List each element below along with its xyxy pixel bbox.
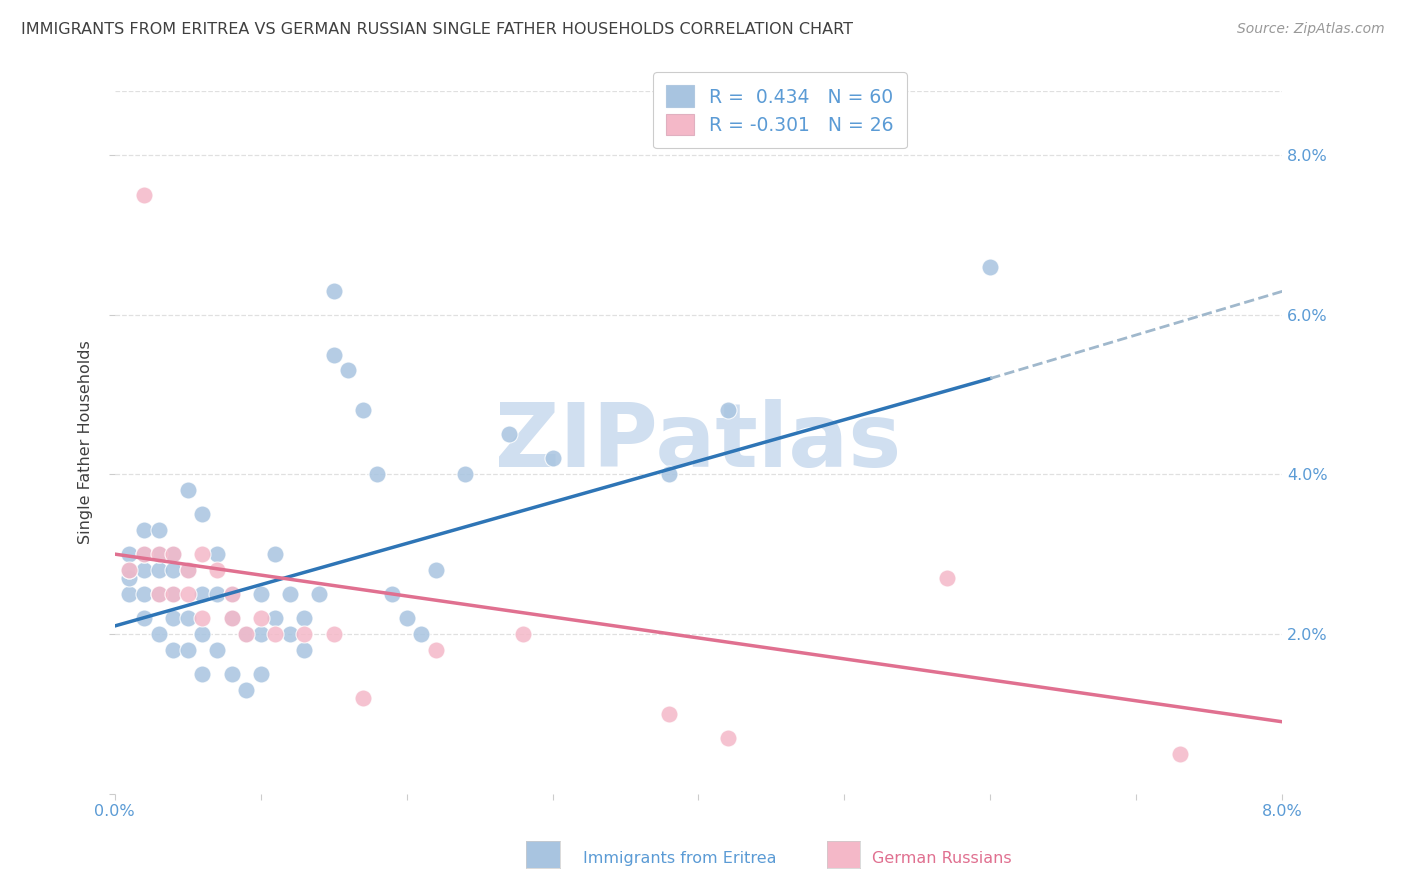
Point xyxy=(118,547,141,561)
Point xyxy=(249,627,271,641)
Point xyxy=(337,363,360,377)
Point xyxy=(132,611,155,625)
Point xyxy=(235,627,257,641)
Text: ZIPatlas: ZIPatlas xyxy=(495,399,901,486)
Point xyxy=(148,547,170,561)
Point xyxy=(191,587,214,601)
Point xyxy=(162,587,184,601)
Text: IMMIGRANTS FROM ERITREA VS GERMAN RUSSIAN SINGLE FATHER HOUSEHOLDS CORRELATION C: IMMIGRANTS FROM ERITREA VS GERMAN RUSSIA… xyxy=(21,22,853,37)
Point xyxy=(425,643,447,657)
Point xyxy=(264,627,287,641)
Point xyxy=(162,643,184,657)
Point xyxy=(249,587,271,601)
Y-axis label: Single Father Households: Single Father Households xyxy=(79,341,93,544)
Point xyxy=(205,563,228,577)
Point xyxy=(118,587,141,601)
Point xyxy=(454,467,477,482)
Point xyxy=(177,587,200,601)
Text: Source: ZipAtlas.com: Source: ZipAtlas.com xyxy=(1237,22,1385,37)
Point xyxy=(221,666,243,681)
Point xyxy=(148,587,170,601)
Text: Immigrants from Eritrea: Immigrants from Eritrea xyxy=(583,851,778,865)
Point xyxy=(162,547,184,561)
Point xyxy=(658,467,681,482)
Point xyxy=(162,611,184,625)
Point xyxy=(235,682,257,697)
Point xyxy=(177,563,200,577)
Point xyxy=(132,547,155,561)
Point xyxy=(132,563,155,577)
Point xyxy=(322,347,344,361)
Point xyxy=(162,547,184,561)
Point xyxy=(352,403,374,417)
Point xyxy=(425,563,447,577)
Point xyxy=(148,563,170,577)
Point xyxy=(395,611,418,625)
Point xyxy=(264,547,287,561)
Point xyxy=(148,523,170,537)
Point xyxy=(979,260,1001,274)
Point xyxy=(205,587,228,601)
Point xyxy=(249,666,271,681)
Point xyxy=(191,611,214,625)
Point xyxy=(118,563,141,577)
Point xyxy=(191,627,214,641)
Point xyxy=(132,547,155,561)
Point xyxy=(512,627,534,641)
Point xyxy=(148,627,170,641)
Point xyxy=(278,587,301,601)
Point xyxy=(191,507,214,521)
Point xyxy=(717,731,740,745)
Point xyxy=(541,451,564,466)
Point xyxy=(381,587,404,601)
Point xyxy=(498,427,520,442)
Point xyxy=(221,611,243,625)
Point xyxy=(294,627,316,641)
Point xyxy=(132,187,155,202)
Point xyxy=(205,643,228,657)
Point xyxy=(132,587,155,601)
Point xyxy=(148,587,170,601)
Point xyxy=(264,611,287,625)
Point xyxy=(1168,747,1191,761)
Point xyxy=(162,563,184,577)
Point xyxy=(221,587,243,601)
Legend: R =  0.434   N = 60, R = -0.301   N = 26: R = 0.434 N = 60, R = -0.301 N = 26 xyxy=(654,72,907,148)
Point xyxy=(278,627,301,641)
Point xyxy=(118,571,141,585)
Point xyxy=(177,563,200,577)
Text: German Russians: German Russians xyxy=(872,851,1011,865)
Point xyxy=(308,587,330,601)
Point xyxy=(205,547,228,561)
Point xyxy=(221,611,243,625)
Point xyxy=(717,403,740,417)
Point xyxy=(658,706,681,721)
Point xyxy=(162,587,184,601)
Point xyxy=(935,571,957,585)
Point xyxy=(221,587,243,601)
Point xyxy=(294,611,316,625)
Point xyxy=(294,643,316,657)
Point xyxy=(177,611,200,625)
Point xyxy=(366,467,388,482)
Point xyxy=(191,547,214,561)
Point xyxy=(177,643,200,657)
Point xyxy=(148,547,170,561)
Point xyxy=(411,627,433,641)
Point xyxy=(322,284,344,298)
Point xyxy=(249,611,271,625)
Point xyxy=(191,666,214,681)
Point xyxy=(132,523,155,537)
Point xyxy=(177,483,200,498)
Point xyxy=(118,563,141,577)
Point xyxy=(352,690,374,705)
Point xyxy=(322,627,344,641)
Point xyxy=(235,627,257,641)
